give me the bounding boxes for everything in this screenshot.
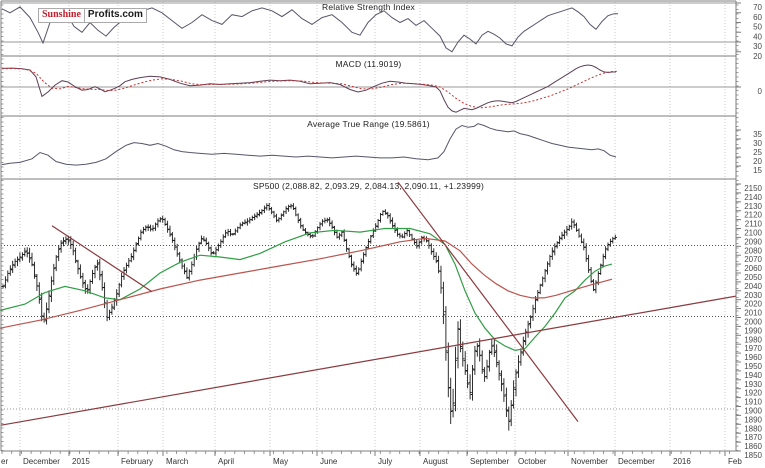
month-label: June — [320, 457, 338, 466]
month-label: April — [218, 457, 234, 466]
trendline — [51, 225, 153, 293]
axis-label: 2030 — [744, 291, 762, 300]
axis-label: 40 — [753, 32, 762, 41]
axis-label: 25 — [753, 148, 762, 157]
axis-label: 1940 — [744, 371, 762, 380]
ma50-line — [0, 227, 613, 352]
axis-label: 1920 — [744, 389, 762, 398]
axis-label: 15 — [753, 166, 762, 175]
month-label: August — [423, 457, 449, 466]
axis-label: 2050 — [744, 273, 762, 282]
month-label: er — [1, 457, 8, 466]
axis-label: 2090 — [744, 237, 762, 246]
axis-label: 1850 — [744, 451, 762, 460]
month-label: May — [273, 457, 288, 466]
axis-label: 2060 — [744, 264, 762, 273]
axis-label: 1880 — [744, 424, 762, 433]
axis-label: 1950 — [744, 362, 762, 371]
axis-label: 50 — [753, 23, 762, 32]
ma200-line — [0, 237, 613, 329]
axis-label: 70 — [753, 3, 762, 12]
axis-label: 1870 — [744, 433, 762, 442]
month-label: July — [378, 457, 392, 466]
axis-label: 2000 — [744, 318, 762, 327]
trendline — [397, 181, 579, 422]
axis-label: 2010 — [744, 309, 762, 318]
month-label: November — [571, 457, 608, 466]
axis-label: 1990 — [744, 326, 762, 335]
month-label: March — [166, 457, 188, 466]
axis-label: 2110 — [745, 220, 763, 229]
axis-label: 2120 — [744, 211, 762, 220]
axis-minor-ticks — [1, 4, 739, 451]
month-label: September — [470, 457, 509, 466]
month-label: 2016 — [673, 457, 691, 466]
price-ohlc-bars — [1, 203, 617, 431]
macd-line — [1, 64, 616, 113]
axis-label: 30 — [753, 139, 762, 148]
axis-label: 1910 — [744, 398, 762, 407]
atr-line — [1, 123, 617, 166]
axis-label: 1980 — [744, 335, 762, 344]
logo-profits-com: Profits.com — [83, 8, 147, 23]
axis-label: 1860 — [744, 442, 762, 451]
axis-label: 2020 — [744, 300, 762, 309]
macd-signal-line — [1, 67, 619, 109]
month-label: October — [518, 457, 547, 466]
axis-label: 1930 — [744, 380, 762, 389]
logo: Sunshine Profits.com — [38, 8, 147, 23]
axis-label: 2100 — [744, 229, 762, 238]
axis-label: 20 — [753, 157, 762, 166]
axis-label: 2130 — [744, 202, 762, 211]
axis-label: 1970 — [744, 344, 762, 353]
axis-label: 1890 — [744, 415, 762, 424]
axis-label: 2040 — [744, 282, 762, 291]
trendline — [0, 295, 737, 426]
month-label: December — [23, 457, 60, 466]
axis-label: 20 — [753, 52, 762, 61]
axis-label: 2140 — [744, 193, 762, 202]
x-axis-minor-ticks — [1, 451, 730, 454]
month-label: December — [618, 457, 655, 466]
axis-label: 2070 — [744, 255, 762, 264]
month-label: Feb — [728, 457, 742, 466]
month-label: February — [121, 457, 153, 466]
axis-label: 2150 — [744, 184, 762, 193]
rsi-line — [1, 6, 618, 53]
logo-sunshine: Sunshine — [38, 8, 85, 23]
axis-label: 2080 — [744, 246, 762, 255]
month-label: 2015 — [72, 457, 90, 466]
axis-label: 1900 — [744, 407, 762, 416]
axis-label: 60 — [753, 13, 762, 22]
axis-label: 1960 — [744, 353, 762, 362]
axis-label: 30 — [753, 42, 762, 51]
axis-label: 35 — [753, 130, 762, 139]
axis-label: 0 — [758, 87, 763, 96]
